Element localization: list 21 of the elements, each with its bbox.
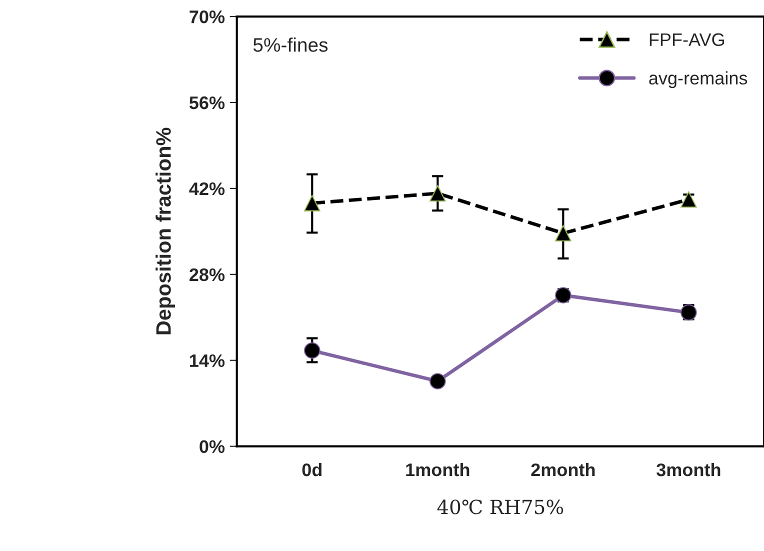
legend-label: avg-remains	[649, 71, 748, 88]
x-tick-label: 0d	[302, 462, 322, 476]
point	[430, 373, 446, 390]
point	[555, 225, 572, 242]
y-tick-label: 42%	[189, 182, 225, 196]
point	[304, 195, 320, 212]
y-tick-label: 0%	[200, 440, 225, 454]
point	[430, 185, 446, 202]
y-tick-label: 14%	[190, 354, 225, 368]
x-axis-title: 40℃ RH75%	[437, 500, 564, 514]
x-tick-label: 2month	[531, 462, 595, 476]
x-tick-label: 1month	[406, 462, 470, 476]
legend-label: FPF-AVG	[650, 33, 724, 46]
annotation: 5%-fines	[253, 38, 328, 52]
y-tick-label: 56%	[189, 96, 225, 110]
y-tick-label: 70%	[190, 10, 225, 24]
y-axis-title: Deposition fraction%	[156, 128, 176, 334]
point	[304, 342, 320, 359]
y-tick-label: 28%	[190, 268, 225, 282]
point	[680, 191, 697, 208]
x-tick-label: 3month	[656, 462, 720, 476]
